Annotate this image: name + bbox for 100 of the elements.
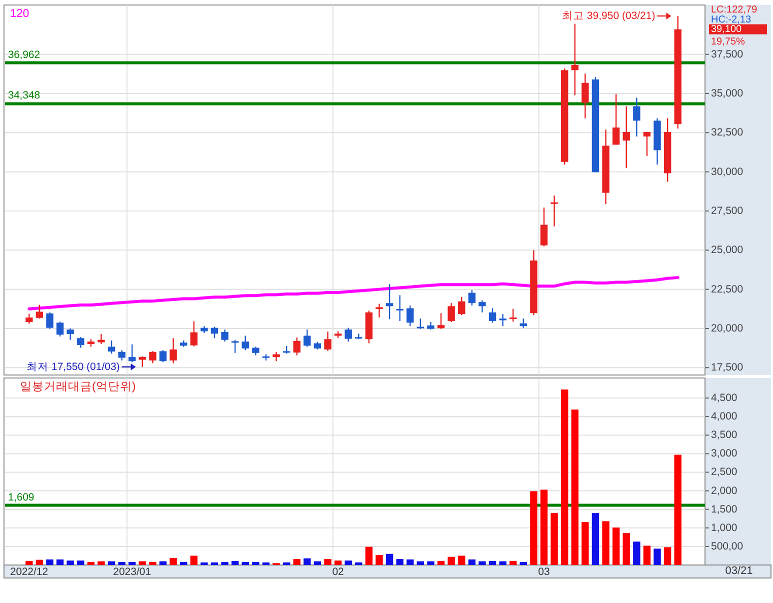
- bar: [36, 560, 44, 565]
- text: 39,100: [711, 24, 742, 35]
- bar: [200, 562, 208, 565]
- chart-title: 일봉거래대금(억단위): [20, 381, 136, 393]
- bar: [427, 561, 434, 565]
- candlestick: [36, 304, 44, 320]
- y-tick-label: 37,500: [711, 48, 744, 60]
- bar: [344, 560, 352, 565]
- x-tick-label: 03: [538, 566, 550, 578]
- candlestick: [448, 302, 455, 323]
- candlestick: [324, 331, 332, 352]
- bar: [674, 454, 682, 565]
- bar: [592, 513, 600, 565]
- bar: [488, 560, 496, 565]
- text: 03/21: [725, 565, 753, 577]
- bar: [416, 561, 424, 565]
- bar: [510, 560, 517, 565]
- candlestick: [488, 308, 496, 324]
- bar: [571, 410, 578, 565]
- y-tick-label: 3,000: [711, 448, 738, 460]
- bar: [118, 562, 126, 565]
- candlestick: [540, 206, 548, 247]
- bar: [478, 561, 486, 565]
- y-tick-label: 22,500: [711, 283, 744, 296]
- annotation: 최고 39,950 (03/21): [562, 10, 656, 22]
- bar: [612, 528, 620, 565]
- candlestick: [272, 351, 280, 362]
- bar: [550, 513, 558, 565]
- candlestick: [416, 318, 424, 330]
- candlestick: [386, 284, 394, 320]
- bar: [252, 562, 260, 565]
- bar: [221, 562, 228, 565]
- candlestick: [170, 338, 177, 364]
- bar: [46, 559, 54, 565]
- bar: [560, 390, 568, 565]
- y-tick-label: 32,500: [711, 126, 744, 139]
- candlestick: [56, 321, 64, 338]
- bar: [448, 556, 455, 565]
- bar: [602, 521, 610, 565]
- candlestick: [108, 340, 116, 354]
- candlestick: [77, 336, 84, 348]
- candlestick: [478, 300, 486, 313]
- bar: [633, 542, 640, 565]
- candlestick: [437, 312, 445, 330]
- x-tick-label: 2023/01: [113, 566, 152, 578]
- bar: [56, 559, 64, 565]
- candlestick: [458, 296, 466, 316]
- bar: [262, 562, 270, 565]
- bar: [149, 562, 156, 565]
- bar: [231, 560, 239, 565]
- annotation: 최저 17,550 (01/03): [26, 360, 120, 373]
- bar: [293, 559, 300, 565]
- x-tick-label: 2022/12: [10, 566, 48, 578]
- bar: [664, 547, 672, 565]
- text: LC:122,79: [711, 4, 758, 16]
- bar: [468, 559, 476, 565]
- y-tick-label: 30,000: [711, 166, 744, 178]
- bar: [406, 559, 414, 565]
- text: 120: [10, 8, 30, 20]
- candlestick: [499, 313, 506, 327]
- candlestick: [149, 350, 156, 364]
- candlestick: [643, 131, 651, 157]
- candlestick: [242, 335, 249, 351]
- candlestick: [293, 336, 300, 356]
- candlestick: [26, 313, 33, 324]
- bar: [499, 561, 506, 565]
- candlestick: [210, 326, 218, 339]
- y-tick-label: 2,500: [711, 466, 738, 478]
- bar: [520, 562, 528, 565]
- bar: [159, 561, 167, 565]
- bar: [87, 562, 95, 565]
- y-tick-label: 17,500: [711, 362, 744, 374]
- y-tick-label: 1,000: [711, 522, 738, 534]
- bar: [210, 562, 218, 565]
- candlestick: [138, 356, 146, 368]
- ref-line-label: 36,962: [8, 48, 40, 61]
- candlestick: [571, 23, 578, 96]
- candlestick: [633, 97, 640, 138]
- bar: [365, 546, 373, 565]
- x-tick-label: 02: [332, 566, 344, 578]
- y-tick-label: 2,000: [711, 484, 738, 497]
- y-tick-label: 4,000: [711, 410, 738, 423]
- bar: [190, 556, 198, 565]
- bar: [540, 490, 548, 565]
- bar: [66, 560, 74, 565]
- bar: [180, 562, 188, 565]
- bar: [654, 548, 661, 565]
- candlestick: [118, 350, 126, 362]
- bar: [334, 560, 342, 565]
- bar: [304, 558, 311, 565]
- bar: [530, 491, 538, 565]
- bar: [170, 558, 177, 565]
- bar: [314, 561, 322, 565]
- candlestick: [66, 328, 74, 340]
- candlestick: [128, 344, 136, 363]
- candlestick: [376, 303, 383, 318]
- ref-line-label: 34,348: [8, 90, 40, 102]
- candlestick: [231, 339, 239, 354]
- y-tick-label: 35,000: [711, 88, 744, 100]
- bar: [458, 556, 466, 565]
